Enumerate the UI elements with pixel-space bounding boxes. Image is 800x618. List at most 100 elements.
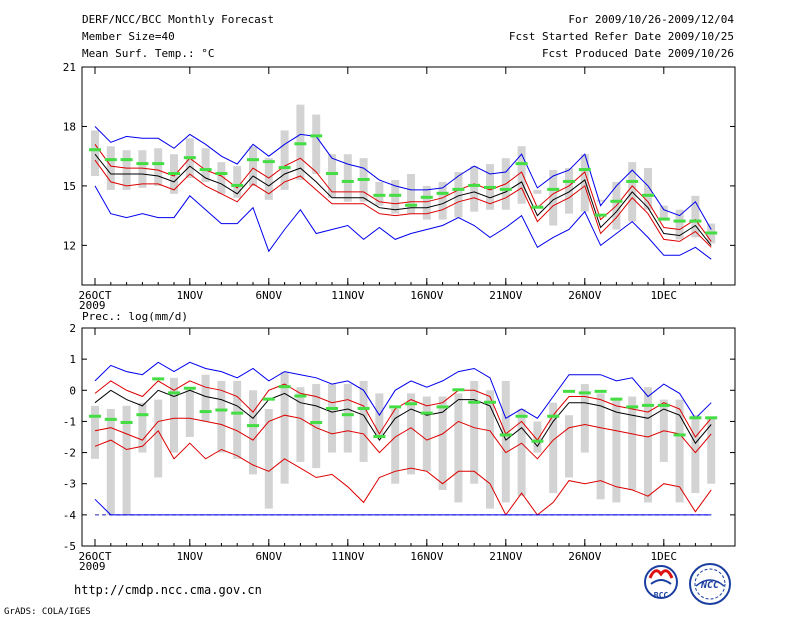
prec-median-dash [515, 414, 528, 418]
prec-median-dash [657, 403, 670, 407]
prec-median-dash [341, 413, 354, 417]
temp-median-dash [136, 162, 149, 166]
temp-ensemble-box [675, 209, 684, 240]
temp-ensemble-box [517, 146, 526, 204]
prec-median-dash [120, 420, 133, 424]
temp-median-dash [120, 158, 133, 162]
temp-median-dash [310, 134, 323, 138]
prec-ensemble-box [280, 371, 289, 484]
temp-ensemble-box [233, 166, 242, 198]
prec-median-dash [626, 405, 639, 409]
prec-x-tick-label: 1NOV [177, 550, 204, 563]
temp-median-dash [610, 199, 623, 203]
prec-median-dash [705, 416, 718, 420]
prec-median-dash [199, 410, 212, 414]
temp-median-dash [657, 217, 670, 221]
temp-median-dash [452, 187, 465, 191]
temp-median-dash [215, 172, 228, 176]
temp-ensemble-box [201, 148, 210, 182]
prec-y-tick-label: -3 [63, 478, 76, 491]
variable-label: Mean Surf. Temp.: °C [82, 47, 214, 60]
prec-ensemble-box [249, 390, 257, 475]
prec-ensemble-box [217, 380, 226, 453]
bcc-logo-text: BCC [654, 591, 669, 600]
prec-y-tick-label: -2 [63, 447, 76, 460]
temp-median-dash [405, 203, 417, 207]
temp-x-tick-label: 1NOV [177, 289, 204, 302]
prec-ensemble-box [470, 380, 479, 484]
prec-ensemble-box [454, 393, 463, 503]
temp-median-dash [278, 166, 291, 170]
temp-median-dash [262, 160, 275, 164]
temp-median-dash [484, 185, 496, 189]
temp-x-tick-label: 16NOV [410, 289, 443, 302]
prec-median-dash [484, 400, 496, 404]
prec-median-dash [215, 408, 228, 412]
prec-median-dash [610, 397, 623, 401]
grads-credit: GrADS: COLA/IGES [4, 607, 91, 617]
prec-median-dash [231, 411, 244, 415]
temp-series-upper [94, 144, 712, 242]
prec-ensemble-box [691, 415, 700, 494]
temp-series-max [94, 126, 712, 230]
prec-y-tick-label: 1 [69, 353, 76, 366]
prec-median-dash [183, 386, 196, 390]
prec-median-dash [531, 439, 544, 443]
precip-label: Prec.: log(mm/d) [82, 310, 188, 323]
temp-x-tick-label: 6NOV [256, 289, 283, 302]
prec-ensemble-box [438, 396, 447, 490]
prec-median-dash [642, 403, 654, 407]
temp-ensemble-box [454, 172, 463, 218]
temp-median-dash [389, 193, 402, 197]
temp-median-dash [89, 148, 101, 152]
temp-ensemble-box [343, 154, 352, 202]
temp-median-dash [357, 177, 370, 181]
forecast-period: For 2009/10/26-2009/12/04 [568, 13, 734, 26]
temp-median-dash [373, 193, 386, 197]
prec-median-dash [420, 411, 433, 415]
prec-ensemble-box [533, 421, 542, 453]
temp-median-dash [341, 179, 354, 183]
temp-median-dash [705, 231, 718, 235]
temp-ensemble-box [644, 168, 652, 210]
prec-ensemble-box [328, 384, 336, 453]
prec-y-tick-label: -4 [63, 509, 77, 522]
prec-y-tick-label: -1 [63, 415, 76, 428]
prec-x-tick-label: 11NOV [331, 550, 364, 563]
temp-median-dash [499, 187, 512, 191]
prec-median-dash [405, 402, 417, 406]
prec-ensemble-box [343, 384, 352, 453]
prec-median-dash [152, 377, 165, 381]
prec-median-dash [104, 417, 117, 421]
prec-median-dash [247, 424, 259, 428]
prec-series-upper [94, 380, 712, 441]
prec-ensemble-box [628, 396, 637, 490]
temp-series-mean [94, 153, 712, 246]
temp-median-dash [594, 213, 607, 217]
prec-median-dash [262, 397, 275, 401]
prec-median-dash [436, 405, 449, 409]
temp-x-tick-label: 26NOV [568, 289, 601, 302]
temp-ensemble-box [422, 185, 431, 220]
temp-median-dash [199, 168, 212, 172]
prec-ensemble-box [675, 399, 684, 503]
temp-y-tick-label: 12 [63, 239, 76, 252]
prec-ensemble-box [154, 399, 163, 478]
temp-ensemble-box [264, 158, 273, 200]
prec-y-tick-label: -5 [63, 540, 76, 553]
prec-ensemble-box [391, 408, 400, 484]
temp-median-dash [420, 195, 433, 199]
prec-median-dash [136, 413, 149, 417]
prec-ensemble-box [359, 380, 368, 462]
temp-median-dash [104, 158, 117, 162]
prec-median-dash [294, 394, 307, 398]
temp-median-dash [547, 187, 560, 191]
prec-ensemble-box [422, 396, 431, 472]
produced-date: Fcst Produced Date 2009/10/26 [542, 47, 734, 60]
prec-median-dash [452, 388, 465, 392]
prec-x-tick-year: 2009 [79, 560, 106, 573]
prec-ensemble-box [185, 387, 194, 437]
prec-ensemble-box [549, 402, 558, 494]
prec-median-dash [326, 406, 338, 410]
